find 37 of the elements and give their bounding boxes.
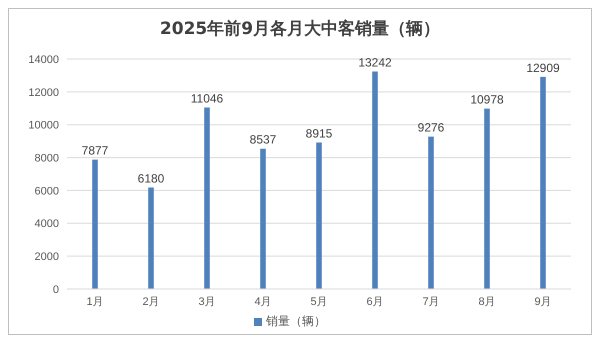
bar [540,76,546,289]
x-tick-label: 6月 [366,296,384,308]
x-tick-label: 2月 [142,296,160,308]
x-tick-label: 3月 [198,296,216,308]
y-tick-label: 14000 [28,54,59,66]
bar [484,108,490,289]
bar [372,71,378,289]
bar [148,187,154,289]
chart-title: 2025年前9月各月大中客销量（辆） [158,18,442,41]
data-label: 11046 [190,92,224,106]
x-tick-label: 1月 [86,296,104,308]
bar [428,136,434,289]
y-tick-label: 2000 [34,251,59,264]
data-label: 9276 [418,120,445,135]
bar [204,108,210,289]
y-tick-label: 8000 [34,152,59,164]
x-tick-label: 7月 [422,296,440,308]
x-tick-label: 8月 [478,296,496,308]
y-tick-label: 12000 [28,86,59,99]
x-tick-label: 5月 [310,296,328,308]
bar [316,142,322,289]
data-label: 10978 [470,92,504,107]
data-label: 8537 [250,132,277,147]
data-label: 7877 [82,144,109,158]
data-label: 13242 [358,55,392,70]
bar [92,160,98,289]
legend-label: 销量（辆） [265,313,326,330]
data-label: 8915 [306,126,333,141]
y-tick-label: 6000 [34,185,59,198]
y-tick-label: 0 [52,284,59,296]
data-label: 12909 [526,60,560,75]
y-tick-label: 4000 [34,218,59,230]
y-tick-label: 10000 [28,120,59,132]
bar [260,148,266,289]
x-tick-label: 9月 [534,296,552,308]
data-label: 6180 [138,171,165,186]
x-tick-label: 4月 [254,296,272,308]
